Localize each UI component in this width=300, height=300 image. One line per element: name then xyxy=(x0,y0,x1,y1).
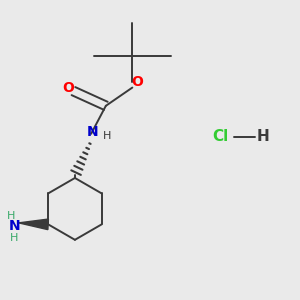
Text: H: H xyxy=(7,211,16,220)
Text: N: N xyxy=(8,219,20,233)
Text: H: H xyxy=(103,131,112,141)
Text: N: N xyxy=(87,125,98,139)
Text: O: O xyxy=(62,81,74,95)
Text: Cl: Cl xyxy=(212,129,229,144)
Text: O: O xyxy=(131,75,143,89)
Text: H: H xyxy=(10,232,19,243)
Polygon shape xyxy=(19,219,48,230)
Text: H: H xyxy=(257,129,270,144)
